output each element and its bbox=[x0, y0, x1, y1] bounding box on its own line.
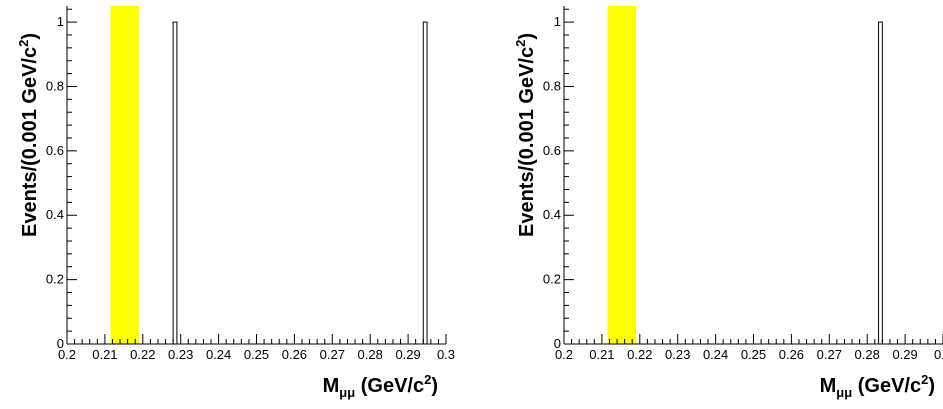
x-tick-label: 0.26 bbox=[282, 347, 307, 362]
y-axis-title: Events/(0.001 GeV/c2) bbox=[16, 33, 41, 237]
chart-panel-2: 00.20.40.60.810.2 0.21 0.22 0.23 0.24 0.25 0.2… bbox=[513, 6, 943, 400]
y-tick-label: 0.8 bbox=[543, 78, 561, 93]
x-axis-title: Mμμ (GeV/c2) bbox=[323, 372, 438, 400]
y-tick-label: 0 bbox=[57, 336, 64, 351]
y-tick-label: 0.4 bbox=[46, 207, 64, 222]
y-tick-label: 1 bbox=[554, 14, 561, 29]
x-tick-label: 0.25 bbox=[741, 347, 766, 362]
histogram-bin-1 bbox=[878, 21, 883, 345]
x-tick-label: 0.3 bbox=[437, 347, 455, 362]
x-tick-label: 0.26 bbox=[779, 347, 804, 362]
x-tick-label: 0.24 bbox=[703, 347, 728, 362]
x-tick-label: 0.22 bbox=[130, 347, 155, 362]
signal-region-band bbox=[110, 6, 140, 344]
x-tick-label: 0.22 bbox=[627, 347, 652, 362]
y-tick-label: 0.2 bbox=[543, 272, 561, 287]
x-tick-label: 0.23 bbox=[168, 347, 193, 362]
y-axis-title: Events/(0.001 GeV/c2) bbox=[513, 33, 538, 237]
x-tick-label: 0.28 bbox=[855, 347, 880, 362]
signal-region-band bbox=[607, 6, 637, 344]
x-tick-label: 0.23 bbox=[665, 347, 690, 362]
x-tick-label: 0.24 bbox=[206, 347, 231, 362]
y-tick-label: 1 bbox=[57, 14, 64, 29]
x-tick-label: 0.27 bbox=[817, 347, 842, 362]
y-tick-label: 0.6 bbox=[543, 143, 561, 158]
y-tick-label: 0.8 bbox=[46, 78, 64, 93]
x-tick-label: 0.27 bbox=[320, 347, 345, 362]
x-tick-label: 0.2 bbox=[555, 347, 573, 362]
y-tick-label: 0.6 bbox=[46, 143, 64, 158]
y-tick-label: 0.4 bbox=[543, 207, 561, 222]
x-tick-label: 0.2 bbox=[58, 347, 76, 362]
x-tick-label: 0.21 bbox=[92, 347, 117, 362]
chart-panel-1: 00.20.40.60.810.2 0.21 0.22 0.23 0.24 0.25 0.2… bbox=[16, 6, 455, 400]
histogram-bin-2 bbox=[422, 21, 428, 345]
x-tick-label: 0.29 bbox=[892, 347, 917, 362]
x-tick-label: 0.25 bbox=[244, 347, 269, 362]
x-tick-label: 0.28 bbox=[358, 347, 383, 362]
histogram-bin-1 bbox=[172, 21, 178, 345]
x-tick-label: 0.3 bbox=[934, 347, 943, 362]
x-tick-label: 0.29 bbox=[395, 347, 420, 362]
x-tick-label: 0.21 bbox=[589, 347, 614, 362]
y-tick-label: 0.2 bbox=[46, 272, 64, 287]
y-tick-label: 0 bbox=[554, 336, 561, 351]
x-axis-title: Mμμ (GeV/c2) bbox=[820, 372, 935, 400]
